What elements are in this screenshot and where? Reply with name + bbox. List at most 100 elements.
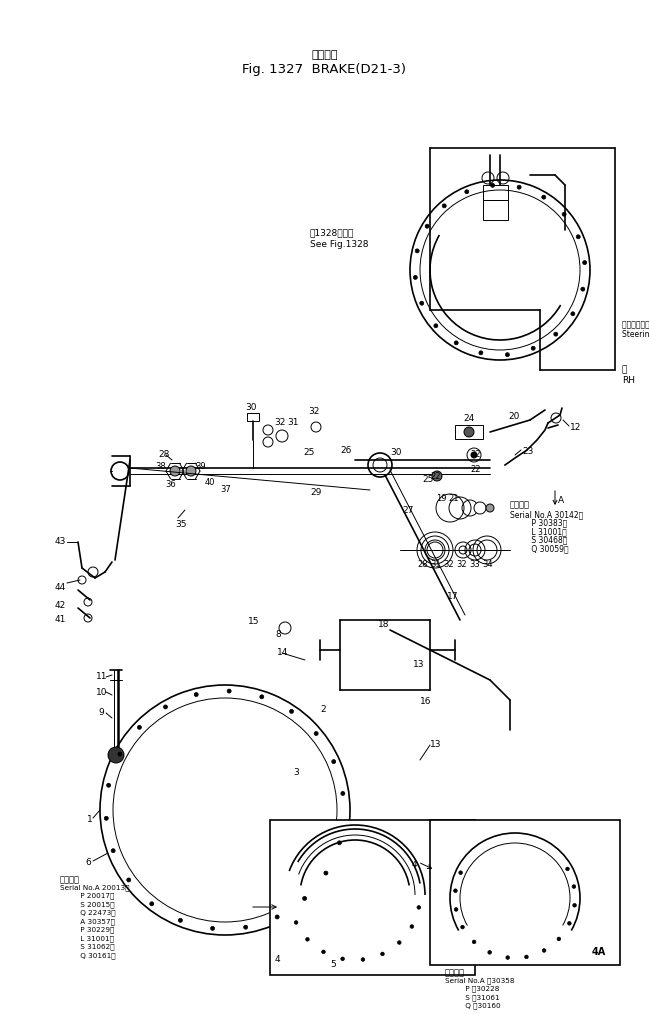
- Circle shape: [415, 248, 419, 252]
- Circle shape: [572, 885, 576, 888]
- Text: A: A: [558, 496, 564, 505]
- Circle shape: [186, 466, 196, 476]
- Text: ブレーキ: ブレーキ: [312, 50, 337, 60]
- Text: 4: 4: [412, 860, 417, 869]
- Text: 5: 5: [330, 960, 336, 969]
- Text: 29: 29: [310, 488, 321, 497]
- Circle shape: [341, 792, 345, 795]
- Circle shape: [138, 725, 141, 729]
- Text: Fig. 1327  BRAKE(D21-3): Fig. 1327 BRAKE(D21-3): [243, 64, 406, 76]
- Text: 13: 13: [413, 660, 424, 669]
- Circle shape: [178, 919, 182, 923]
- Text: Q ～30160: Q ～30160: [445, 1003, 500, 1009]
- Circle shape: [479, 351, 483, 355]
- Circle shape: [106, 783, 110, 787]
- Text: A 30357～: A 30357～: [60, 918, 115, 925]
- Circle shape: [194, 693, 198, 697]
- Circle shape: [275, 915, 279, 919]
- Text: 9: 9: [98, 708, 104, 717]
- Bar: [270, 820, 475, 975]
- Circle shape: [108, 747, 124, 763]
- Text: 32: 32: [456, 560, 467, 569]
- Text: 32: 32: [274, 418, 286, 427]
- Text: 適用号機: 適用号機: [510, 500, 530, 509]
- Text: 3: 3: [293, 768, 299, 777]
- Text: 35: 35: [175, 520, 186, 529]
- Circle shape: [454, 908, 458, 912]
- Circle shape: [127, 878, 130, 882]
- Text: 6: 6: [85, 858, 91, 867]
- Text: 11: 11: [96, 672, 108, 681]
- Bar: [483, 185, 508, 200]
- Circle shape: [486, 504, 494, 512]
- Circle shape: [459, 871, 463, 874]
- Circle shape: [506, 956, 509, 959]
- Text: 14: 14: [277, 648, 288, 657]
- Circle shape: [562, 212, 566, 216]
- Text: 適用号機: 適用号機: [445, 968, 465, 977]
- Text: 20: 20: [508, 412, 519, 421]
- Circle shape: [571, 311, 575, 315]
- Text: P ～30228: P ～30228: [445, 986, 499, 992]
- Circle shape: [111, 849, 115, 853]
- Text: 主: 主: [622, 365, 628, 374]
- Circle shape: [542, 195, 546, 199]
- Text: 16: 16: [420, 697, 432, 706]
- Text: Q 30059～: Q 30059～: [510, 544, 569, 553]
- Text: 38: 38: [155, 462, 165, 470]
- Text: 31: 31: [430, 560, 441, 569]
- Text: S ～31061: S ～31061: [445, 994, 500, 1001]
- Circle shape: [302, 896, 306, 900]
- Circle shape: [454, 889, 458, 892]
- Text: 25: 25: [303, 448, 314, 457]
- Text: 17: 17: [447, 592, 458, 601]
- Circle shape: [557, 937, 561, 941]
- Circle shape: [472, 940, 476, 944]
- Text: Serial No.A 30142～: Serial No.A 30142～: [510, 510, 583, 519]
- Text: 27: 27: [402, 506, 413, 515]
- Text: 30: 30: [245, 403, 256, 412]
- Circle shape: [413, 276, 417, 280]
- Text: 37: 37: [220, 485, 231, 494]
- Text: S 31062～: S 31062～: [60, 943, 115, 950]
- Text: P 20017～: P 20017～: [60, 892, 114, 899]
- Circle shape: [294, 921, 298, 925]
- Text: See Fig.1328: See Fig.1328: [310, 240, 369, 249]
- Text: 22: 22: [470, 450, 480, 459]
- Text: 30: 30: [390, 448, 402, 457]
- Circle shape: [361, 957, 365, 961]
- Text: L 31001－: L 31001－: [60, 935, 114, 942]
- Circle shape: [306, 938, 310, 941]
- Text: 4A: 4A: [592, 947, 606, 957]
- Circle shape: [471, 452, 477, 458]
- Text: Q 30161－: Q 30161－: [60, 952, 116, 958]
- Circle shape: [506, 353, 509, 357]
- Circle shape: [150, 901, 154, 906]
- Circle shape: [566, 867, 569, 871]
- Circle shape: [289, 710, 293, 713]
- Text: 32: 32: [443, 560, 454, 569]
- Text: 28: 28: [158, 450, 169, 459]
- Text: RH: RH: [622, 376, 635, 385]
- Circle shape: [543, 949, 546, 952]
- Text: 42: 42: [55, 601, 66, 610]
- Text: P 30229～: P 30229～: [60, 927, 114, 933]
- Circle shape: [554, 333, 557, 337]
- Text: 40: 40: [205, 478, 215, 487]
- Text: 36: 36: [165, 480, 176, 489]
- Text: 34: 34: [482, 560, 493, 569]
- Circle shape: [210, 927, 215, 931]
- Text: P 30383～: P 30383～: [510, 518, 567, 527]
- Text: 12: 12: [570, 423, 582, 432]
- Circle shape: [488, 950, 491, 954]
- Circle shape: [524, 955, 528, 958]
- Text: Serial No.A 20013～: Serial No.A 20013～: [60, 884, 130, 890]
- Circle shape: [420, 301, 424, 305]
- Circle shape: [442, 204, 447, 208]
- Text: 33: 33: [469, 560, 480, 569]
- Circle shape: [322, 950, 325, 953]
- Text: 8: 8: [275, 630, 281, 639]
- Text: 22: 22: [430, 472, 441, 481]
- Circle shape: [341, 957, 345, 960]
- Circle shape: [465, 190, 469, 194]
